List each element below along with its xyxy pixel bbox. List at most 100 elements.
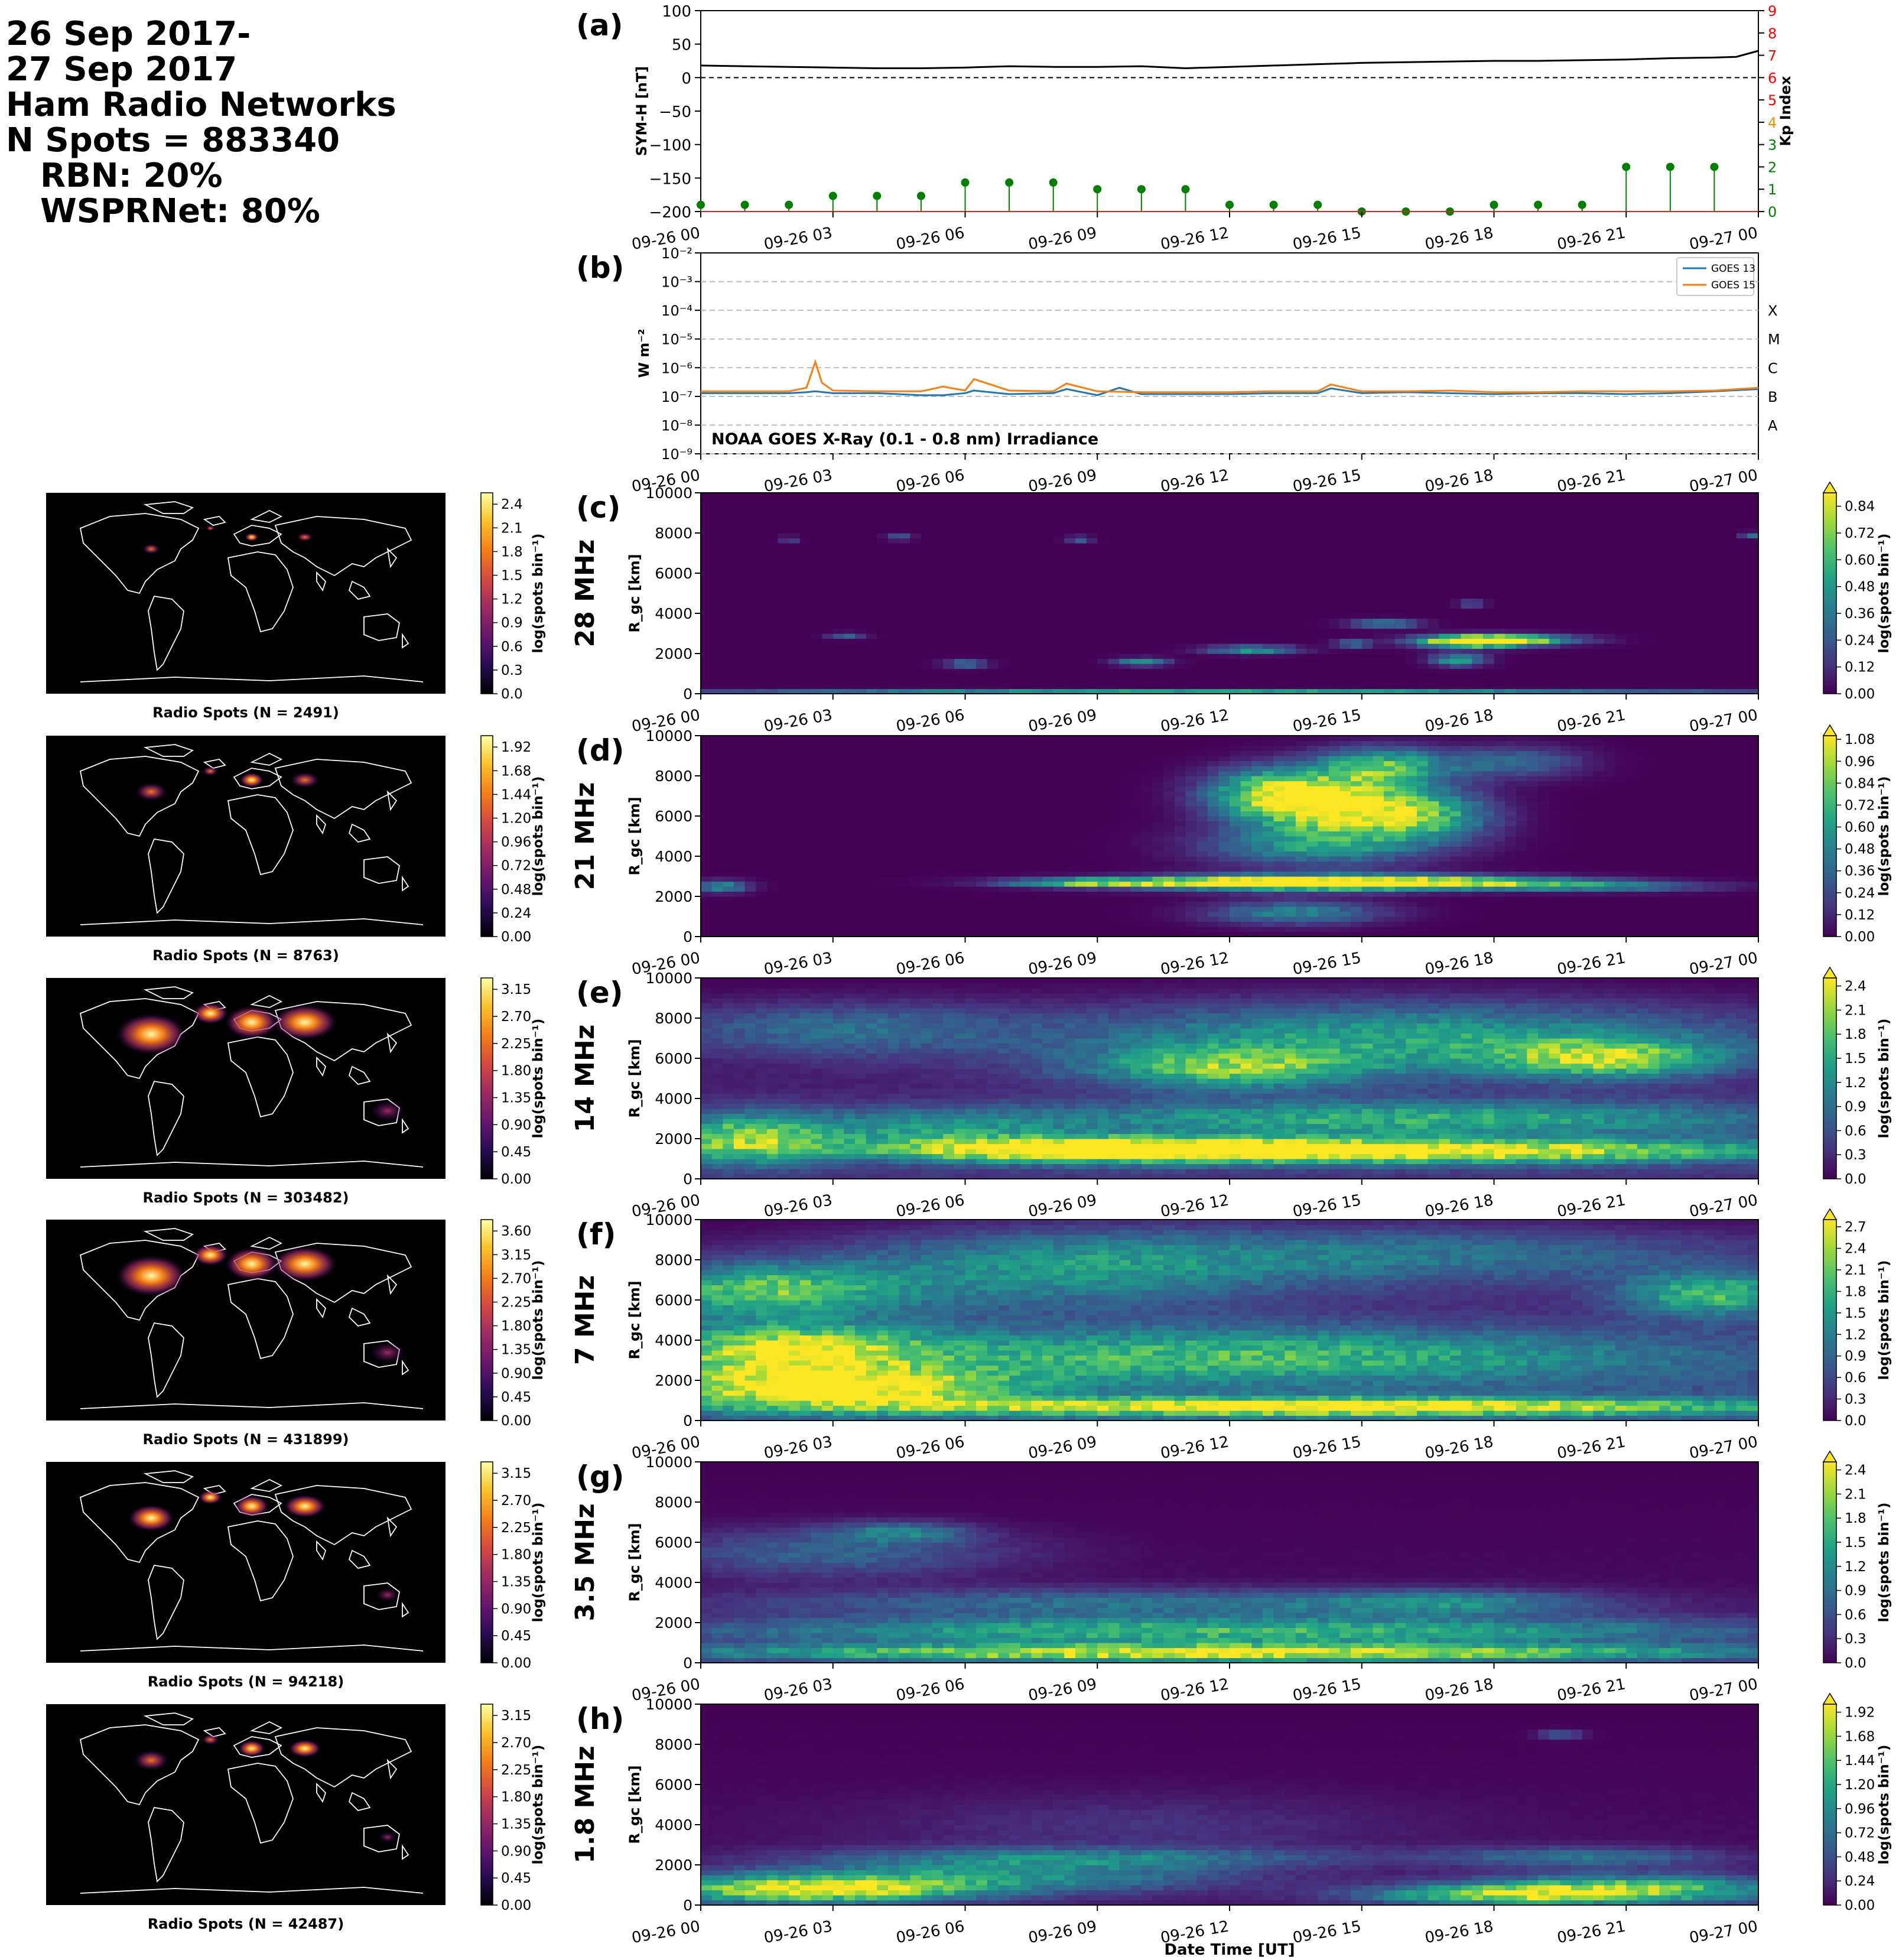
heatmap-cell — [1450, 493, 1461, 498]
heatmap-cell — [833, 836, 844, 841]
heatmap-cell — [712, 781, 723, 786]
heatmap-cell — [1340, 518, 1351, 524]
heatmap-cell — [1450, 573, 1461, 578]
heatmap-cell — [910, 599, 921, 604]
heatmap-cell — [1582, 593, 1594, 599]
heatmap-cell — [1285, 553, 1296, 558]
heatmap-cell — [1747, 629, 1758, 634]
heatmap-cell — [800, 573, 811, 578]
heatmap-cell — [910, 553, 921, 558]
heatmap-cell — [1097, 609, 1108, 614]
heatmap-cell — [1527, 593, 1538, 599]
heatmap-cell — [1516, 533, 1527, 538]
heatmap-cell — [822, 756, 833, 761]
heatmap-cell — [1163, 533, 1175, 538]
heatmap-cell — [1075, 528, 1087, 534]
heatmap-cell — [1274, 629, 1285, 634]
heatmap-cell — [767, 513, 778, 518]
heatmap-cell — [1329, 609, 1340, 614]
heatmap-cell — [1329, 659, 1340, 664]
heatmap-cell — [855, 603, 866, 609]
heatmap-cell — [1737, 674, 1748, 679]
heatmap-cell — [932, 922, 944, 927]
heatmap-cell — [998, 553, 1009, 558]
heatmap-cell — [1428, 639, 1439, 644]
heatmap-cell — [1516, 513, 1527, 518]
heatmap-cell — [921, 776, 932, 781]
heatmap-cell — [745, 902, 756, 907]
heatmap-cell — [1175, 609, 1186, 614]
heatmap-cell — [1494, 513, 1505, 518]
heatmap-cell — [844, 801, 855, 807]
heatmap-cell — [1196, 669, 1208, 674]
heatmap-cell — [866, 922, 877, 927]
heatmap-cell — [1285, 609, 1296, 614]
heatmap-cell — [789, 599, 800, 604]
heatmap-cell — [943, 493, 954, 498]
heatmap-cell — [1505, 523, 1516, 528]
heatmap-cell — [1714, 684, 1725, 689]
heatmap-cell — [1087, 643, 1098, 649]
heatmap-cell — [1307, 649, 1318, 654]
heatmap-cell — [943, 629, 954, 634]
heatmap-cell — [756, 892, 767, 897]
heatmap-cell — [767, 558, 778, 564]
heatmap-cell — [932, 872, 944, 877]
heatmap-cell — [811, 639, 822, 644]
heatmap-cell — [1582, 573, 1594, 578]
heatmap-cell — [976, 548, 987, 554]
heatmap-cell — [1461, 568, 1472, 574]
heatmap-cell — [1582, 583, 1594, 589]
heatmap-cell — [954, 508, 965, 513]
heatmap-cell — [899, 836, 911, 841]
heatmap-cell — [899, 548, 911, 554]
heatmap-cell — [1130, 619, 1142, 624]
heatmap-cell — [745, 619, 756, 624]
heatmap-cell — [866, 528, 877, 534]
heatmap-cell — [877, 669, 888, 674]
heatmap-cell — [1230, 639, 1241, 644]
heatmap-cell — [778, 518, 789, 524]
heatmap-cell — [833, 684, 844, 689]
heatmap-cell — [1230, 553, 1241, 558]
heatmap-cell — [822, 523, 833, 528]
heatmap-cell — [723, 533, 734, 538]
heatmap-cell — [1097, 659, 1108, 664]
heatmap-cell — [1582, 643, 1594, 649]
heatmap-cell — [1373, 548, 1384, 554]
heatmap-cell — [778, 896, 789, 902]
heatmap-cell — [1682, 629, 1693, 634]
heatmap-cell — [778, 528, 789, 534]
heatmap-cell — [1097, 633, 1108, 639]
heatmap-cell — [833, 548, 844, 554]
heatmap-cell — [1208, 573, 1219, 578]
heatmap-cell — [1737, 643, 1748, 649]
heatmap-cell — [1064, 513, 1075, 518]
heatmap-cell — [778, 916, 789, 922]
heatmap-cell — [1064, 518, 1075, 524]
map-colorbar-tick-label: 1.8 — [501, 544, 523, 560]
heatmap-cell — [1130, 593, 1142, 599]
heatmap-cell — [1196, 664, 1208, 669]
heatmap-cell — [1208, 619, 1219, 624]
heatmap-cell — [1439, 609, 1450, 614]
heatmap-cell — [877, 736, 888, 741]
heatmap-cell — [1439, 523, 1450, 528]
heatmap-cell — [1053, 543, 1065, 548]
heatmap-cell — [1505, 654, 1516, 659]
heatmap-cell — [1251, 664, 1263, 669]
heatmap-cell — [877, 593, 888, 599]
heatmap-cell — [1031, 538, 1042, 544]
heatmap-cell — [822, 593, 833, 599]
heatmap-cell — [965, 684, 977, 689]
heatmap-cell — [1263, 548, 1274, 554]
heatmap-cell — [833, 543, 844, 548]
heatmap-cell — [1505, 498, 1516, 503]
heatmap-cell — [767, 791, 778, 797]
heatmap-cell — [778, 761, 789, 766]
heatmap-cell — [1494, 669, 1505, 674]
heatmap-cell — [1130, 679, 1142, 684]
heatmap-cell — [987, 528, 999, 534]
heatmap-cell — [1626, 623, 1637, 629]
heatmap-cell — [1274, 508, 1285, 513]
